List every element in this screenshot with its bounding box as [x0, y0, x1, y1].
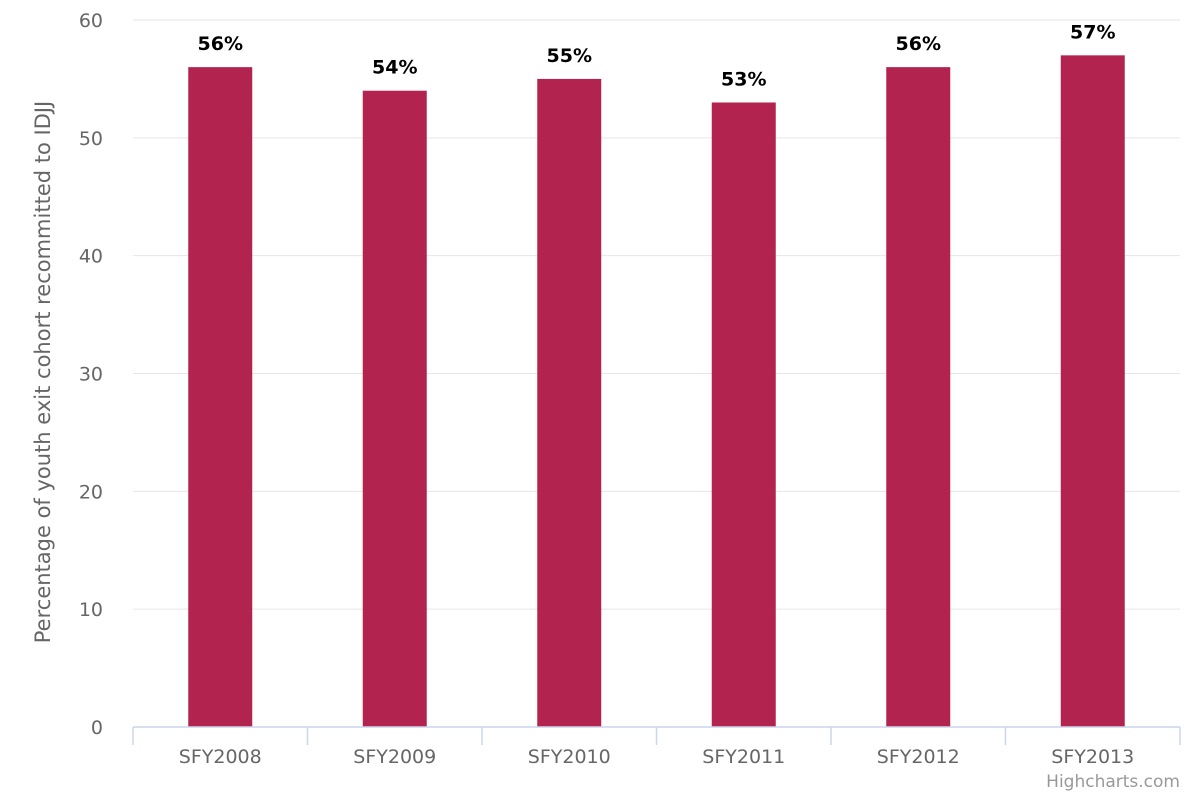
bar-sfy2012[interactable] [886, 67, 951, 728]
x-tick-label: SFY2008 [179, 746, 262, 768]
y-tick-label: 50 [79, 128, 103, 150]
bars [188, 55, 1125, 728]
y-tick-label: 20 [79, 481, 103, 503]
x-tick-label: SFY2011 [702, 746, 785, 768]
data-label: 55% [547, 45, 592, 67]
data-label: 56% [198, 33, 243, 55]
bar-sfy2010[interactable] [537, 78, 602, 727]
x-tick-label: SFY2010 [528, 746, 611, 768]
data-label: 57% [1070, 21, 1115, 43]
x-tick-label: SFY2013 [1051, 746, 1134, 768]
data-label: 56% [896, 33, 941, 55]
bar-sfy2008[interactable] [188, 67, 253, 728]
x-axis [132, 726, 1181, 745]
data-label: 53% [721, 68, 766, 90]
x-tick-label: SFY2009 [353, 746, 436, 768]
y-axis-ticks: 0 10 20 30 40 50 60 [79, 10, 103, 739]
y-axis-title: Percentage of youth exit cohort recommit… [31, 101, 55, 643]
data-label: 54% [372, 57, 417, 79]
y-tick-label: 40 [79, 246, 103, 268]
y-tick-label: 30 [79, 364, 103, 386]
bar-sfy2009[interactable] [362, 90, 427, 727]
y-tick-label: 60 [79, 10, 103, 32]
x-tick-label: SFY2012 [877, 746, 960, 768]
data-labels: 56% 54% 55% 53% 56% 57% [198, 21, 1116, 90]
bar-sfy2011[interactable] [711, 102, 776, 727]
y-tick-label: 10 [79, 599, 103, 621]
credits-link[interactable]: Highcharts.com [1046, 772, 1180, 792]
grid-lines [133, 19, 1180, 610]
y-tick-label: 0 [91, 717, 103, 739]
bar-sfy2013[interactable] [1060, 55, 1125, 728]
x-axis-tick-labels: SFY2008 SFY2009 SFY2010 SFY2011 SFY2012 SFY20… [179, 746, 1134, 768]
